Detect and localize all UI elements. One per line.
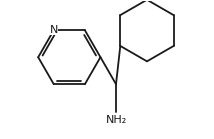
Text: NH₂: NH₂ — [105, 115, 127, 125]
FancyBboxPatch shape — [49, 26, 58, 35]
Text: N: N — [50, 25, 58, 35]
